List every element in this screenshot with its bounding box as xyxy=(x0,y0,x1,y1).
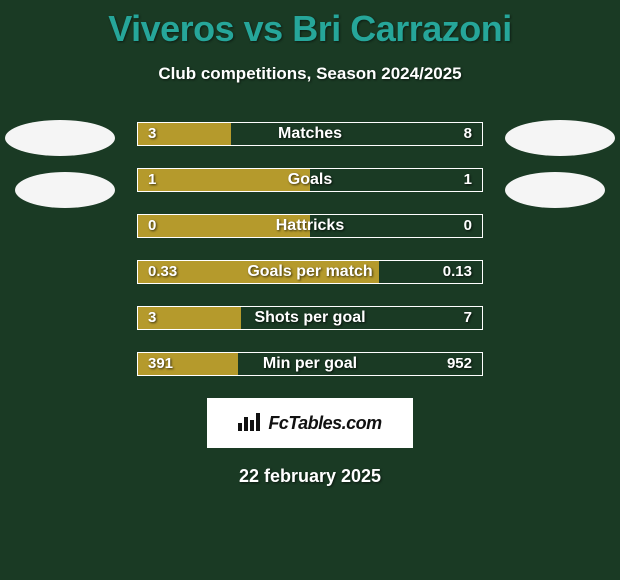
logo-text: FcTables.com xyxy=(268,413,381,434)
player-left-photo-2 xyxy=(15,172,115,208)
date-label: 22 february 2025 xyxy=(0,466,620,487)
stat-bar: 11Goals xyxy=(137,168,483,192)
stat-label: Min per goal xyxy=(138,353,482,375)
stat-bar: 38Matches xyxy=(137,122,483,146)
player-right-photo-1 xyxy=(505,120,615,156)
stat-bar: 37Shots per goal xyxy=(137,306,483,330)
logo-box: FcTables.com xyxy=(207,398,413,448)
page-title: Viveros vs Bri Carrazoni xyxy=(0,0,620,50)
player-left-photo-1 xyxy=(5,120,115,156)
subtitle: Club competitions, Season 2024/2025 xyxy=(0,64,620,84)
stat-label: Shots per goal xyxy=(138,307,482,329)
comparison-bars: 38Matches 11Goals 00Hattricks 0.330.13Goals… xyxy=(137,122,483,376)
chart-icon xyxy=(238,411,264,436)
stat-label: Goals xyxy=(138,169,482,191)
stat-bar: 00Hattricks xyxy=(137,214,483,238)
player-right-photo-2 xyxy=(505,172,605,208)
stat-label: Goals per match xyxy=(138,261,482,283)
stat-bar: 391952Min per goal xyxy=(137,352,483,376)
stat-bar: 0.330.13Goals per match xyxy=(137,260,483,284)
stat-label: Hattricks xyxy=(138,215,482,237)
stat-label: Matches xyxy=(138,123,482,145)
